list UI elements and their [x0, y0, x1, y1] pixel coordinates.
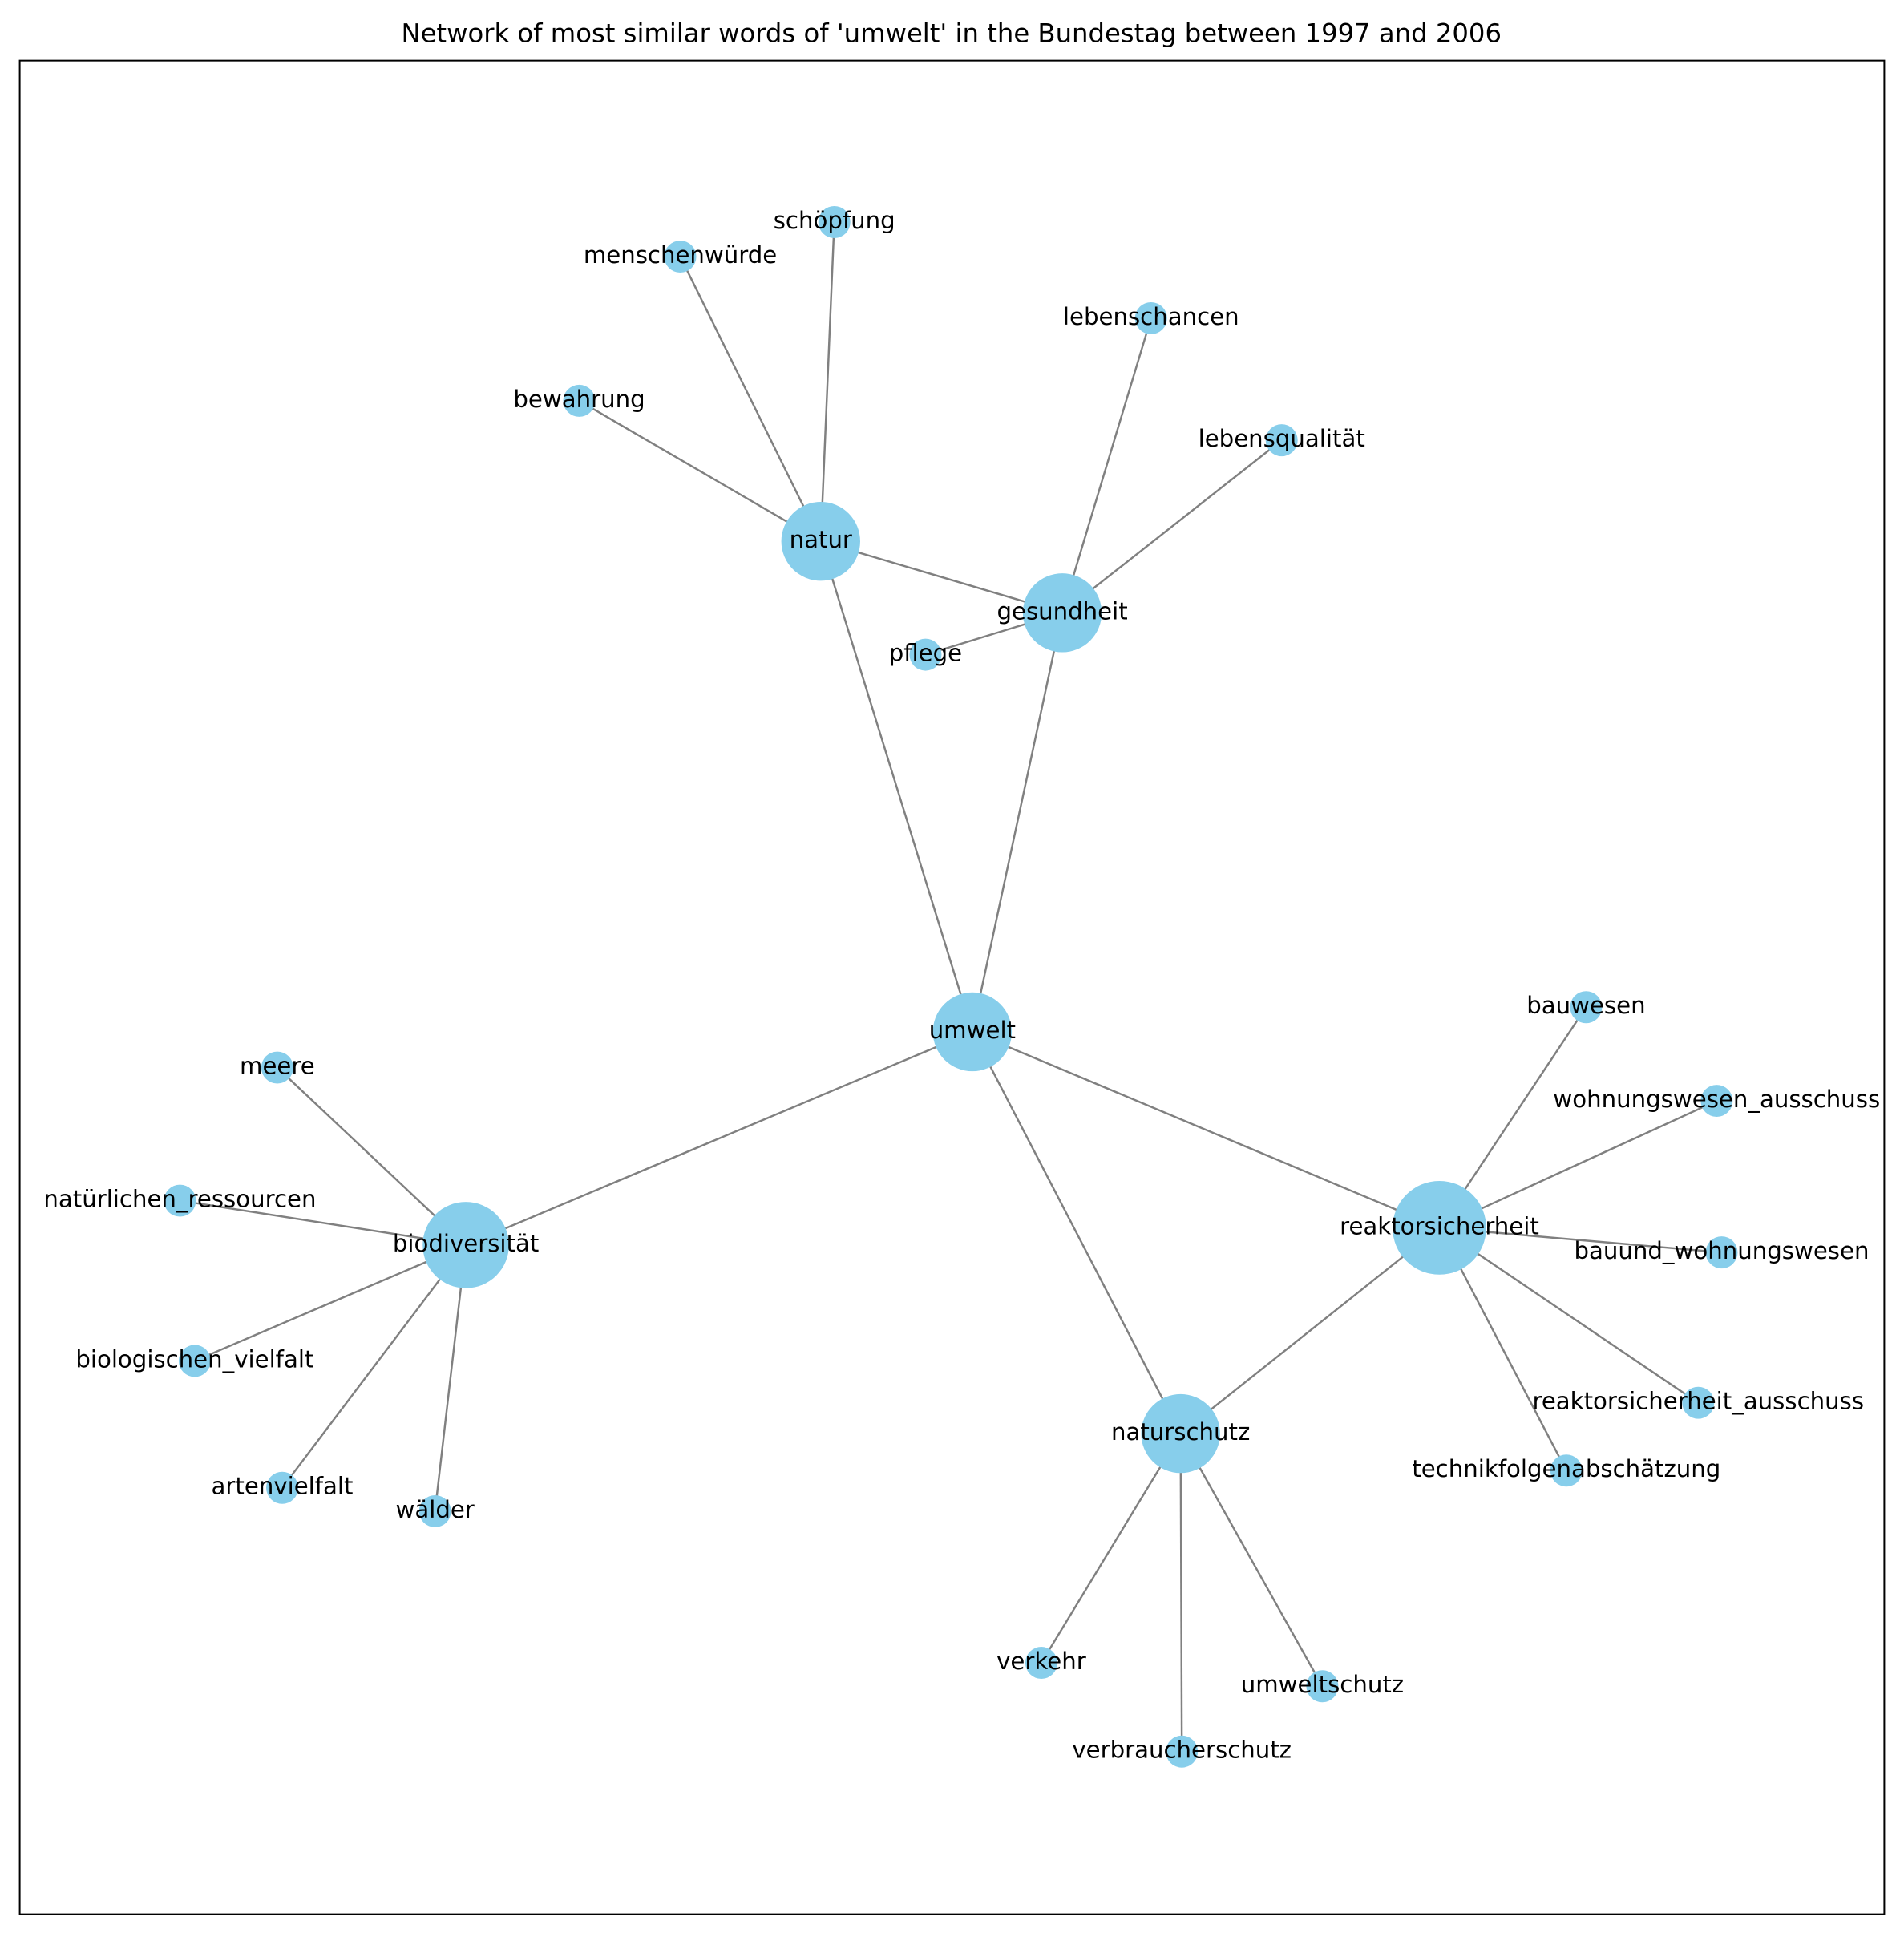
node — [1705, 1236, 1738, 1269]
frame — [18, 59, 1886, 1915]
edge — [465, 1030, 973, 1247]
node-label: umwelt — [929, 1017, 1016, 1044]
node-label: bauund_wohnungswesen — [1574, 1237, 1869, 1264]
node-label: menschenwürde — [584, 241, 777, 269]
node-label: technikfolgenabschätzung — [1412, 1455, 1720, 1482]
node-label: lebensqualität — [1199, 425, 1365, 452]
node — [932, 992, 1013, 1072]
node-label: reaktorsicherheit — [1340, 1212, 1539, 1239]
node-label: natürlichen_ressourcen — [43, 1186, 316, 1213]
node — [1141, 1393, 1220, 1474]
node-label: reaktorsicherheit_ausschuss — [1532, 1388, 1864, 1415]
node-label: pflege — [889, 640, 962, 667]
node — [909, 638, 942, 671]
node-label: umweltschutz — [1241, 1671, 1404, 1698]
node — [164, 1184, 196, 1217]
plot-area: umwelt natur gesundheit biodiversität reakto… — [43, 206, 1880, 1768]
node — [1265, 424, 1298, 457]
node — [1025, 1647, 1057, 1680]
node-label: biologischen_vielfalt — [75, 1345, 313, 1373]
node-label: gesundheit — [996, 597, 1127, 625]
edge — [1179, 1227, 1441, 1435]
node — [418, 1494, 451, 1527]
node-label: verkehr — [996, 1648, 1086, 1675]
chart-title: Network of most similar words of 'umwelt… — [401, 18, 1502, 48]
edge — [434, 1244, 467, 1512]
node-label: lebenschancen — [1063, 303, 1239, 330]
node — [1550, 1454, 1583, 1487]
edge — [972, 1030, 1440, 1229]
node-label: wälder — [395, 1496, 474, 1523]
edge — [194, 1244, 467, 1362]
edge — [1179, 1433, 1324, 1687]
edge — [1439, 1227, 1722, 1254]
node — [664, 241, 697, 273]
node — [781, 501, 860, 581]
edge — [578, 399, 822, 543]
node-label: bewahrung — [513, 386, 645, 413]
node — [266, 1471, 299, 1504]
node-label: naturschutz — [1111, 1418, 1250, 1446]
nodes — [164, 206, 1738, 1768]
edge — [819, 540, 974, 1033]
node-label: natur — [790, 526, 852, 553]
edge — [820, 540, 1063, 614]
node — [1022, 573, 1102, 653]
node — [1134, 301, 1167, 334]
node — [1682, 1386, 1715, 1419]
edge — [281, 1244, 467, 1489]
node — [1166, 1735, 1199, 1768]
node — [261, 1051, 293, 1084]
node — [818, 206, 851, 239]
node — [1570, 991, 1603, 1024]
edge — [1061, 439, 1283, 614]
node — [422, 1202, 509, 1288]
edge — [971, 613, 1064, 1033]
node — [1700, 1085, 1733, 1118]
node-label: meere — [240, 1053, 315, 1080]
node-label: wohnungswesen_ausschuss — [1553, 1086, 1880, 1113]
edge — [679, 256, 822, 542]
node — [178, 1345, 211, 1377]
node-label: biodiversität — [393, 1230, 539, 1257]
edge — [180, 1199, 467, 1247]
edges — [180, 221, 1722, 1752]
edge — [819, 221, 835, 542]
node — [563, 384, 596, 417]
edge — [277, 1066, 467, 1246]
node-label: artenvielfalt — [212, 1473, 354, 1500]
edge — [1040, 1433, 1182, 1664]
edge — [1061, 317, 1152, 613]
node — [1393, 1180, 1486, 1275]
node-label: verbraucherschutz — [1072, 1737, 1292, 1764]
edge — [1438, 1099, 1717, 1229]
edge — [971, 1031, 1182, 1434]
node-label: schöpfung — [774, 207, 895, 234]
node-label: bauwesen — [1526, 992, 1645, 1019]
edge — [1179, 1434, 1183, 1752]
labels: umwelt natur gesundheit biodiversität reakto… — [43, 207, 1880, 1764]
edge — [1438, 1227, 1699, 1404]
node — [1306, 1670, 1339, 1703]
